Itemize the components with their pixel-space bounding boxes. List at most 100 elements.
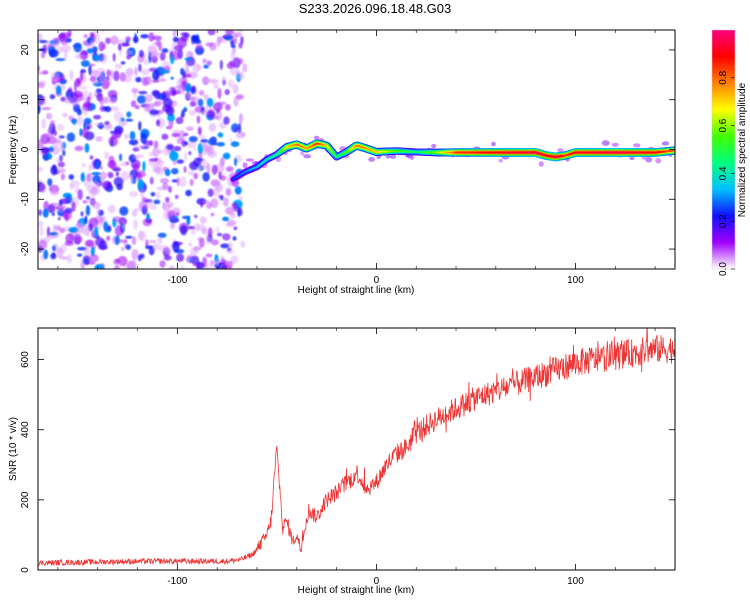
snr-y-tick-label: 200	[20, 491, 31, 508]
spectrogram-noise-blob	[88, 254, 99, 263]
snr-y-tick-label: 0	[20, 567, 31, 573]
spectrogram-track-halo	[629, 156, 635, 161]
spectrogram-noise-blob	[126, 54, 132, 60]
spectrogram-noise-blob	[132, 36, 139, 43]
spectrogram-noise-blob	[242, 63, 248, 73]
spectrogram-noise-blob	[107, 204, 116, 214]
snr-x-axis-label: Height of straight line (km)	[298, 585, 415, 596]
spectrogram-track-halo	[645, 156, 653, 163]
spectrogram-noise-blob	[183, 33, 190, 38]
spectrogram-noise-blob	[50, 165, 58, 176]
spectrogram-noise-blob	[211, 187, 220, 197]
spectrogram-noise-blob	[176, 159, 184, 164]
spectrogram-noise-blob	[90, 246, 95, 257]
spectrogram-noise-blob	[237, 30, 244, 33]
spectrogram-noise-blob	[200, 142, 208, 149]
spectrogram-noise-blob	[222, 152, 231, 160]
spectrogram-noise-blob	[216, 108, 220, 114]
spectrogram-noise-blob	[226, 249, 234, 254]
spectrogram-noise-blob	[200, 139, 209, 143]
spectrogram-noise-blob	[91, 171, 101, 176]
spectrogram-track-halo	[303, 154, 312, 159]
spectrogram-noise-blob	[183, 166, 187, 174]
spectrogram-noise-blob	[175, 117, 184, 125]
spectrogram-noise-blob	[38, 33, 43, 42]
spectrogram-noise-blob	[47, 178, 53, 186]
spectrogram-noise-blob	[110, 69, 114, 80]
spectrogram-track-halo	[655, 158, 662, 164]
spectrogram-noise-blob	[92, 54, 101, 62]
spectrogram-noise-blob	[198, 98, 204, 107]
spectrogram-y-tick-label: 20	[20, 44, 31, 56]
snr-panel: -100 0 100 0 200 400 600 Height of straight l…	[8, 327, 676, 596]
snr-x-tick-label: 0	[374, 576, 380, 587]
spectrogram-noise-blob	[235, 132, 245, 139]
spectrogram-noise-blob	[39, 226, 44, 236]
spectrogram-noise-blob	[216, 142, 226, 147]
spectrogram-noise-blob	[41, 107, 52, 111]
spectrogram-noise-blob	[38, 40, 48, 44]
spectrogram-noise-blob	[152, 242, 160, 251]
spectrogram-noise-blob	[74, 235, 81, 244]
spectrogram-noise-blob	[57, 161, 66, 168]
spectrogram-noise-blob	[237, 122, 242, 134]
spectrogram-noise-blob	[188, 109, 197, 116]
spectrogram-noise-blob	[74, 54, 84, 59]
spectrogram-noise-blob	[85, 204, 91, 216]
spectrogram-noise-blob	[168, 119, 172, 129]
spectrogram-noise-blob	[171, 87, 176, 97]
spectrogram-noise-blob	[171, 179, 178, 183]
spectrogram-noise-blob	[221, 264, 228, 269]
spectrogram-noise-blob	[38, 139, 44, 150]
spectrogram-noise-blob	[101, 216, 107, 223]
spectrogram-noise-blob	[193, 141, 197, 152]
spectrogram-noise-blob	[152, 102, 161, 107]
spectrogram-noise-blob	[167, 210, 176, 220]
spectrogram-noise-blob	[131, 87, 139, 94]
spectrogram-noise-blob	[207, 188, 214, 197]
spectrogram-noise-blob	[50, 190, 59, 197]
spectrogram-noise-blob	[89, 63, 95, 67]
spectrogram-noise-blob	[86, 37, 91, 44]
spectrogram-noise-blob	[184, 73, 192, 78]
spectrogram-noise-blob	[70, 97, 80, 107]
spectrogram-noise-blob	[110, 106, 120, 112]
spectrogram-noise-blob	[148, 151, 156, 157]
spectrogram-noise-blob	[41, 147, 50, 154]
spectrogram-track-halo	[300, 150, 305, 156]
spectrogram-noise-blob	[237, 209, 243, 216]
spectrogram-noise-blob	[240, 240, 246, 249]
spectrogram-noise-blob	[220, 243, 229, 249]
spectrogram-noise-blob	[190, 257, 194, 262]
spectrogram-noise-blob	[102, 42, 106, 50]
spectrogram-track-halo	[245, 158, 254, 162]
spectrogram-noise-blob	[142, 160, 146, 172]
spectrogram-noise-blob	[38, 82, 45, 89]
spectrogram-track-halo	[368, 157, 375, 162]
spectrogram-noise-blob	[71, 201, 76, 212]
spectrogram-noise-blob	[188, 151, 192, 156]
spectrogram-noise-blob	[185, 83, 192, 93]
spectrogram-noise-blob	[230, 141, 240, 147]
spectrogram-noise-blob	[41, 95, 46, 103]
spectrogram-noise-blob	[56, 158, 61, 163]
spectrogram-noise-blob	[114, 235, 120, 246]
spectrogram-noise-blob	[95, 136, 103, 142]
spectrogram-noise-blob	[211, 164, 218, 175]
spectrogram-noise-blob	[225, 30, 234, 35]
spectrogram-noise-blob	[139, 253, 145, 259]
spectrogram-noise-blob	[152, 51, 162, 57]
spectrogram-noise-blob	[96, 67, 106, 75]
spectrogram-noise-blob	[121, 246, 125, 252]
spectrogram-noise-blob	[63, 213, 68, 219]
spectrogram-noise-blob	[89, 32, 95, 38]
spectrogram-noise-blob	[113, 111, 124, 122]
spectrogram-noise-blob	[232, 236, 237, 241]
spectrogram-x-tick-label: 100	[567, 275, 584, 286]
colorbar-tick-label: 0.8	[718, 70, 729, 84]
spectrogram-noise-blob	[195, 43, 203, 50]
spectrogram-noise-blob	[181, 139, 187, 148]
spectrogram-noise-blob	[240, 36, 244, 45]
spectrogram-noise-blob	[187, 226, 195, 230]
